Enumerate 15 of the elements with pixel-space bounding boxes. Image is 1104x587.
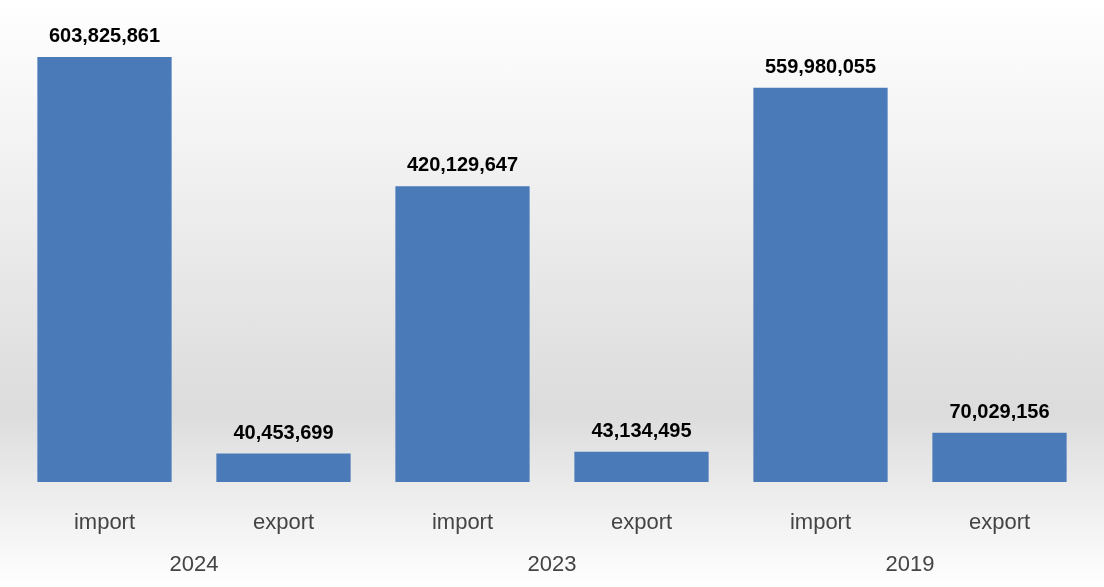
data-label: 40,453,699 [233, 420, 334, 443]
x-tick-label: import [431, 508, 494, 534]
data-label: 43,134,495 [591, 418, 692, 441]
data-label: 603,825,861 [48, 24, 161, 46]
text: 2019 [885, 550, 935, 576]
x-tick-label: export [610, 508, 673, 534]
x-tick-label: import [789, 508, 852, 534]
data-label: 559,980,055 [764, 54, 877, 77]
text: 2023 [527, 550, 577, 576]
x-tick-label: export [252, 508, 315, 534]
data-label: 420,129,647 [406, 153, 519, 176]
x-tick-label: export [968, 508, 1031, 534]
data-label: 70,029,156 [949, 399, 1050, 422]
text: 2024 [169, 550, 219, 576]
x-tick-label: import [73, 508, 136, 534]
